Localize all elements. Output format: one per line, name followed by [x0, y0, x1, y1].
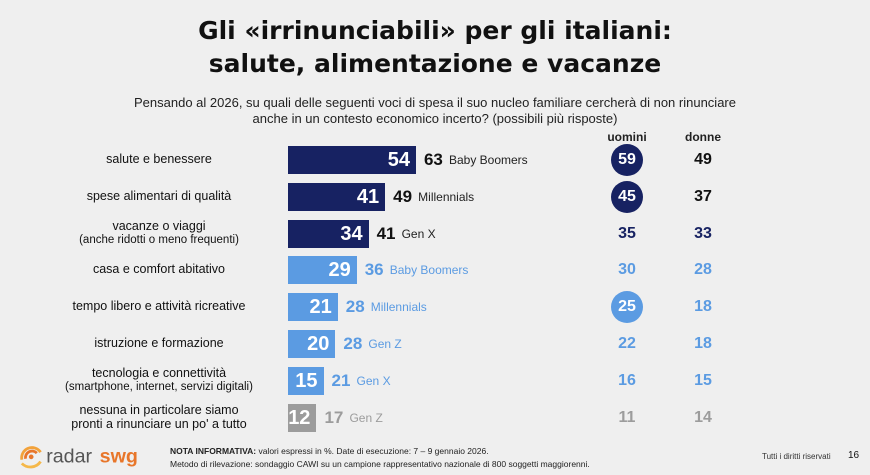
generation-name-label: Baby Boomers: [389, 263, 469, 278]
generation-value-label: 36: [364, 260, 384, 280]
question-text: Pensando al 2026, su quali delle seguent…: [120, 95, 750, 127]
bar: [288, 293, 338, 322]
column-header-women: donne: [685, 130, 721, 144]
generation-name-label: Gen Z: [368, 337, 402, 351]
row-label-line-1: tecnologia e connettività: [91, 365, 227, 380]
row-label-line-1: tempo libero e attività ricreative: [72, 299, 246, 314]
row-label: casa e comfort abitativo: [40, 262, 278, 276]
bar-value-label: 54: [387, 149, 410, 171]
bar-value-label: 21: [309, 296, 332, 319]
row-label: vacanze o viaggi (anche ridotti o meno fr…: [40, 219, 278, 247]
row-label: istruzione e formazione: [40, 336, 278, 350]
logo-text-radar: radar: [46, 446, 92, 468]
generation-value-label: 21: [331, 370, 351, 390]
row-label: tecnologia e connettività (smartphone, in…: [40, 366, 278, 394]
generation-value-label: 28: [345, 297, 365, 317]
women-value-label: 37: [694, 187, 712, 205]
men-value-label: 16: [618, 371, 636, 389]
women-value-label: 49: [694, 151, 712, 168]
title-line-1: Gli «irrinunciabili» per gli italiani:: [198, 16, 672, 45]
men-value-circle: 59: [611, 144, 643, 176]
women-value-label: 15: [694, 371, 712, 389]
generation-value-label: 41: [376, 223, 396, 243]
bar-value-label: 15: [295, 369, 318, 392]
bar-value-label: 34: [340, 222, 363, 245]
women-value-label: 33: [694, 224, 712, 242]
bar-value-label: 12: [288, 406, 311, 429]
women-value-label: 14: [694, 408, 712, 426]
generation-value-label: 49: [393, 186, 413, 206]
row-label-line-2: pronti a rinunciare un po' a tutto: [71, 416, 247, 431]
men-value-circle: 25: [611, 291, 643, 324]
bar: [288, 330, 336, 358]
generation-value-label: 17: [324, 407, 344, 427]
footer-note: NOTA INFORMATIVA: valori espressi in %. …: [170, 446, 489, 456]
row-label-line-1: vacanze o viaggi: [112, 218, 206, 233]
generation-name-label: Millennials: [418, 189, 475, 204]
generation-value-label: 28: [343, 334, 363, 353]
generation-name-label: Gen Z: [349, 410, 383, 425]
women-value-label: 18: [694, 298, 712, 316]
women-value-label: 28: [694, 261, 712, 279]
row-label-line-1: spese alimentari di qualità: [86, 188, 232, 203]
bar: [288, 403, 317, 432]
row-label: salute e benessere: [40, 152, 278, 166]
bar: [288, 146, 416, 174]
generation-name-label: Baby Boomers: [448, 153, 528, 167]
row-label-line-2: (anche ridotti o meno frequenti): [79, 233, 239, 246]
men-value-circle: 45: [611, 180, 643, 213]
row-label: nessuna in particolare siamo pronti a rin…: [40, 403, 278, 431]
footer-note-label: NOTA INFORMATIVA:: [170, 446, 257, 456]
bar: [288, 366, 324, 395]
bar-value-label: 20: [307, 333, 330, 355]
question-line-2: anche in un contesto economico incerto? …: [252, 111, 618, 126]
footer-note-text: valori espressi in %. Date di esecuzione…: [256, 446, 489, 456]
men-value-label: 22: [618, 335, 636, 352]
bar: [288, 256, 357, 285]
page-title: Gli «irrinunciabili» per gli italiani: s…: [0, 14, 870, 80]
row-label-line-1: nessuna in particolare siamo: [79, 402, 239, 417]
generation-name-label: Millennials: [370, 300, 427, 315]
generation-name-label: Gen X: [356, 373, 391, 388]
title-line-2: salute, alimentazione e vacanze: [208, 49, 662, 78]
generation-name-label: Gen X: [401, 226, 436, 241]
men-value-label: 35: [618, 224, 636, 242]
bar: [288, 219, 369, 248]
page-number: 16: [848, 450, 860, 461]
row-label-line-1: istruzione e formazione: [94, 336, 224, 350]
generation-value-label: 63: [423, 150, 443, 169]
row-label: spese alimentari di qualità: [40, 189, 278, 203]
logo-mark: [20, 446, 42, 469]
question-line-1: Pensando al 2026, su quali delle seguent…: [134, 95, 736, 110]
women-value-label: 18: [694, 335, 712, 352]
rights-text: Tutti i diritti riservati: [762, 452, 831, 461]
footer-method: Metodo di rilevazione: sondaggio CAWI su…: [170, 459, 590, 469]
bar-value-label: 29: [328, 259, 351, 282]
column-header-men: uomini: [607, 130, 647, 144]
logo-text-swg: swg: [100, 446, 138, 468]
row-label-line-1: salute e benessere: [106, 152, 212, 166]
row-label-line-2: (smartphone, internet, servizi digitali): [65, 380, 253, 393]
men-value-label: 11: [618, 408, 636, 426]
men-value-label: 30: [618, 261, 636, 279]
row-label: tempo libero e attività ricreative: [40, 299, 278, 313]
bar-value-label: 41: [356, 185, 380, 208]
bar: [288, 182, 386, 211]
row-label-line-1: casa e comfort abitativo: [92, 262, 225, 277]
radar-swg-logo: radar swg: [20, 446, 138, 469]
